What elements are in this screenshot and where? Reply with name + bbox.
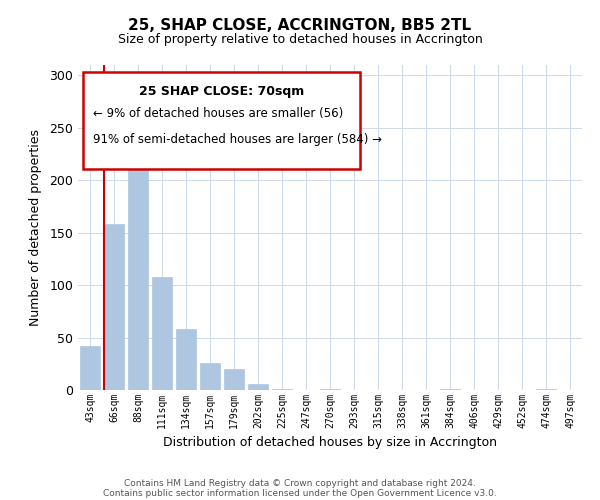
Bar [440,389,460,390]
Bar [104,224,124,390]
Text: 25 SHAP CLOSE: 70sqm: 25 SHAP CLOSE: 70sqm [139,84,304,98]
Text: Contains HM Land Registry data © Crown copyright and database right 2024.: Contains HM Land Registry data © Crown c… [124,478,476,488]
Bar [176,329,196,390]
Bar [128,158,148,390]
Text: 91% of semi-detached houses are larger (584) →: 91% of semi-detached houses are larger (… [93,133,382,146]
X-axis label: Distribution of detached houses by size in Accrington: Distribution of detached houses by size … [163,436,497,450]
Text: 25, SHAP CLOSE, ACCRINGTON, BB5 2TL: 25, SHAP CLOSE, ACCRINGTON, BB5 2TL [128,18,472,32]
Bar [224,369,244,390]
Bar [152,277,172,390]
Text: Size of property relative to detached houses in Accrington: Size of property relative to detached ho… [118,32,482,46]
Text: Contains public sector information licensed under the Open Government Licence v3: Contains public sector information licen… [103,488,497,498]
Bar [200,362,220,390]
Text: ← 9% of detached houses are smaller (56): ← 9% of detached houses are smaller (56) [93,108,343,120]
Y-axis label: Number of detached properties: Number of detached properties [29,129,43,326]
Bar [80,346,100,390]
FancyBboxPatch shape [83,72,360,169]
Bar [320,389,340,390]
Bar [272,389,292,390]
Bar [248,384,268,390]
Bar [536,389,556,390]
